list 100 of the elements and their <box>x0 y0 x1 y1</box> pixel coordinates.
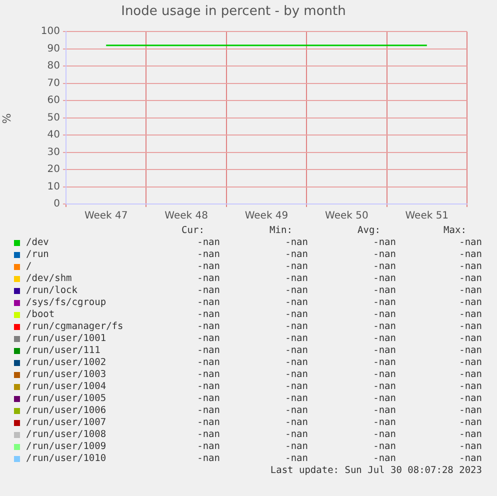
text: -nan <box>196 321 220 333</box>
x-tick-label: Week 47 <box>84 210 128 222</box>
text: -nan <box>372 345 396 357</box>
text: -nan <box>284 285 308 297</box>
text: -nan <box>284 333 308 345</box>
text: -nan <box>458 237 482 249</box>
text: -nan <box>372 381 396 393</box>
text: Last update: Sun Jul 30 08:07:28 2023 <box>269 465 482 477</box>
text: -nan <box>372 369 396 381</box>
y-tick-label: 90 <box>47 43 60 54</box>
y-tick-label: 30 <box>47 146 60 158</box>
text: -nan <box>284 249 308 261</box>
legend-label: /run <box>26 249 49 261</box>
text: -nan <box>372 261 396 273</box>
y-axis-title: % <box>0 113 14 124</box>
text: -nan <box>196 417 220 429</box>
legend-label: /dev <box>26 237 49 249</box>
text: -nan <box>458 249 482 261</box>
y-tick-label: 50 <box>47 112 60 124</box>
text: -nan <box>372 321 396 333</box>
x-tick-label: Week 49 <box>244 210 288 222</box>
text: -nan <box>458 369 482 381</box>
legend-label: /run/user/1010 <box>26 453 106 465</box>
text: -nan <box>196 273 220 285</box>
text: -nan <box>372 309 396 321</box>
text: -nan <box>196 405 220 417</box>
legend-label: /run/user/1008 <box>26 429 106 441</box>
legend-label: /run/user/1004 <box>26 381 106 393</box>
legend-label: /run/user/1009 <box>26 441 106 453</box>
x-tick-label: Week 48 <box>164 210 208 222</box>
y-tick-label: 0 <box>54 198 60 210</box>
text: -nan <box>284 417 308 429</box>
text: -nan <box>196 393 220 405</box>
text: -nan <box>196 381 220 393</box>
text: -nan <box>196 297 220 309</box>
text: -nan <box>284 381 308 393</box>
text: -nan <box>372 237 396 249</box>
text: -nan <box>458 441 482 453</box>
text: -nan <box>458 261 482 273</box>
text: -nan <box>284 369 308 381</box>
text: -nan <box>372 405 396 417</box>
text: -nan <box>372 417 396 429</box>
text: Min: <box>268 225 294 237</box>
text: -nan <box>458 285 482 297</box>
text: -nan <box>196 285 220 297</box>
text: -nan <box>284 357 308 369</box>
y-tick-label: 10 <box>47 181 60 192</box>
text: -nan <box>372 453 396 465</box>
y-tick-label: 70 <box>47 78 60 89</box>
text: -nan <box>196 441 220 453</box>
text: -nan <box>284 345 308 357</box>
text: -nan <box>458 429 482 441</box>
x-tick-label: Week 51 <box>405 210 449 222</box>
text: -nan <box>284 393 308 405</box>
text: -nan <box>458 357 482 369</box>
text: -nan <box>196 333 220 345</box>
text: -nan <box>196 369 220 381</box>
text: -nan <box>372 273 396 285</box>
legend-label: /run/lock <box>26 285 78 297</box>
legend-label: / <box>26 261 32 273</box>
text: -nan <box>196 345 220 357</box>
text: -nan <box>458 273 482 285</box>
text: -nan <box>196 453 220 465</box>
text: -nan <box>372 441 396 453</box>
legend-label: /run/cgmanager/fs <box>26 321 124 333</box>
text: -nan <box>372 297 396 309</box>
chart-title: Inode usage in percent - by month <box>121 4 346 20</box>
legend-label: /run/user/1001 <box>26 333 106 345</box>
legend-label: /run/user/1005 <box>26 393 106 405</box>
text: Cur: <box>180 225 206 237</box>
text: -nan <box>284 273 308 285</box>
text: -nan <box>284 321 308 333</box>
text: -nan <box>284 405 308 417</box>
text: -nan <box>196 249 220 261</box>
text: -nan <box>372 429 396 441</box>
text: -nan <box>284 297 308 309</box>
legend-label: /dev/shm <box>26 273 72 285</box>
text: -nan <box>458 297 482 309</box>
text: -nan <box>458 381 482 393</box>
y-tick-label: 60 <box>47 95 60 106</box>
text: -nan <box>196 237 220 249</box>
text: Avg: <box>356 225 382 237</box>
text: -nan <box>372 285 396 297</box>
text: -nan <box>196 357 220 369</box>
legend-label: /run/user/111 <box>26 345 100 357</box>
legend-label: /sys/fs/cgroup <box>26 297 106 309</box>
legend-label: /run/user/1002 <box>26 357 106 369</box>
text: -nan <box>458 405 482 417</box>
y-tick-label: 20 <box>47 164 60 176</box>
text: -nan <box>372 333 396 345</box>
text: -nan <box>284 453 308 465</box>
text: -nan <box>196 309 220 321</box>
legend-label: /run/user/1007 <box>26 417 106 429</box>
text: -nan <box>372 249 396 261</box>
text: -nan <box>458 393 482 405</box>
text: Max: <box>442 225 468 237</box>
text: -nan <box>372 357 396 369</box>
text: -nan <box>372 393 396 405</box>
text: -nan <box>284 429 308 441</box>
text: -nan <box>284 441 308 453</box>
